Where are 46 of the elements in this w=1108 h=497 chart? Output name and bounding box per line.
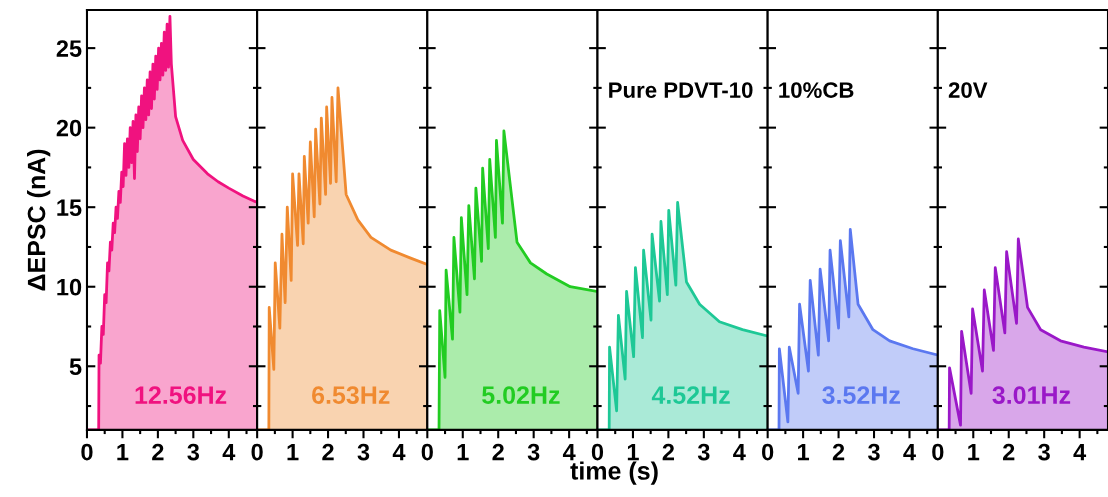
x-tick-label: 2 <box>832 443 845 461</box>
y-tick-label: 20 <box>56 119 82 137</box>
x-tick-label: 1 <box>287 443 299 461</box>
x-tick-label: 2 <box>492 443 504 461</box>
x-tick-label: 0 <box>932 443 944 461</box>
x-tick-label: 3 <box>187 443 200 461</box>
annotation: 6.53Hz <box>312 386 390 404</box>
annotation: 10%CB <box>779 82 854 98</box>
y-tick-label: 5 <box>69 358 82 376</box>
x-tick-label: 3 <box>527 443 540 461</box>
x-tick-label: 4 <box>1073 443 1087 461</box>
x-tick-label: 1 <box>968 443 980 461</box>
x-tick-label: 4 <box>903 443 916 461</box>
x-tick-label: 4 <box>392 443 406 461</box>
x-tick-label: 0 <box>251 443 263 461</box>
annotation: Pure PDVT-10 <box>609 82 753 98</box>
annotation: 3.01Hz <box>992 386 1071 404</box>
x-tick-label: 4 <box>733 443 746 461</box>
x-tick-label: 2 <box>322 443 334 461</box>
x-tick-label: 3 <box>357 443 370 461</box>
x-axis-title: time (s) <box>570 461 658 485</box>
x-tick-label: 2 <box>152 443 164 461</box>
x-tick-label: 1 <box>798 443 810 461</box>
x-tick-label: 1 <box>117 443 129 461</box>
x-tick-label: 1 <box>627 443 639 461</box>
annotation: 3.52Hz <box>822 386 900 404</box>
annotation: 20V <box>948 82 988 98</box>
annotation: 12.56Hz <box>135 386 227 404</box>
y-tick-label: 25 <box>56 40 82 57</box>
x-tick-label: 2 <box>1002 443 1015 461</box>
x-tick-label: 0 <box>762 443 774 461</box>
x-tick-label: 3 <box>867 443 880 461</box>
y-axis-title: ΔEPSC (nA) <box>27 149 51 291</box>
x-tick-label: 3 <box>697 443 710 461</box>
y-tick-label: 10 <box>57 278 82 296</box>
x-tick-label: 0 <box>421 443 433 461</box>
x-tick-label: 0 <box>81 443 93 461</box>
annotation: 5.02Hz <box>482 386 560 404</box>
y-tick-label: 15 <box>57 199 82 216</box>
x-tick-label: 1 <box>457 443 469 461</box>
x-tick-label: 2 <box>662 443 675 461</box>
x-tick-label: 4 <box>562 443 576 461</box>
annotation: 4.52Hz <box>651 386 730 404</box>
x-tick-label: 3 <box>1038 443 1050 461</box>
x-tick-label: 0 <box>591 443 604 461</box>
x-tick-label: 4 <box>222 443 236 461</box>
